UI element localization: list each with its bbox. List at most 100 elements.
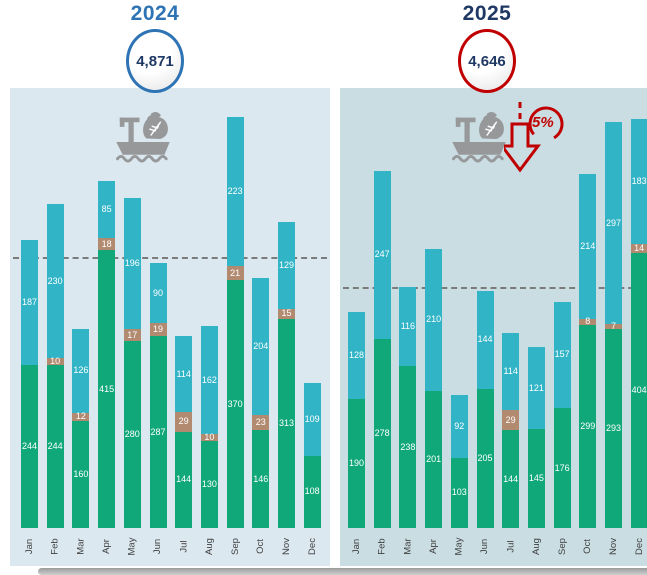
teal-segment: 214	[579, 173, 597, 320]
segment-value-label: 313	[278, 417, 295, 428]
segment-value-label: 160	[73, 468, 89, 479]
segment-value-label: 130	[201, 479, 217, 490]
month-axis-label: Dec	[306, 537, 318, 555]
segment-value-label: 14	[634, 243, 645, 254]
segment-value-label: 144	[477, 334, 493, 345]
segment-value-label: 29	[505, 414, 516, 425]
green-segment: 280	[123, 340, 141, 528]
teal-segment: 183	[630, 119, 647, 244]
chart-panel-2025: 5% 190 128 Jan 278 247 Feb 238 116 Mar 201 210 Apr 1…	[340, 88, 647, 566]
segment-value-label: 183	[631, 176, 647, 187]
green-segment: 244	[21, 364, 38, 528]
bar-2024-May: 280 17 196	[123, 198, 141, 528]
segment-value-label: 114	[176, 368, 191, 379]
teal-segment: 210	[425, 248, 443, 392]
tan-segment: 23	[252, 414, 270, 431]
reference-line-2024	[13, 257, 327, 260]
segment-value-label: 144	[176, 474, 192, 485]
green-segment: 108	[303, 455, 321, 528]
teal-segment: 114	[175, 336, 193, 413]
tan-segment: 7	[605, 321, 622, 330]
tan-segment: 29	[502, 410, 520, 431]
bar-2024-Sep: 370 21 223	[226, 117, 244, 528]
teal-segment: 247	[373, 171, 391, 339]
bar-2025-Mar: 238 116	[399, 287, 417, 528]
year-title-2024: 2024	[130, 2, 180, 25]
green-segment: 415	[98, 250, 116, 528]
teal-segment: 116	[399, 287, 417, 367]
green-segment: 244	[46, 364, 64, 528]
teal-segment: 126	[72, 328, 90, 413]
segment-value-label: 162	[201, 374, 217, 385]
teal-segment: 90	[149, 263, 167, 324]
segment-value-label: 17	[127, 329, 138, 340]
tan-segment: 17	[123, 329, 141, 341]
tan-segment: 29	[175, 412, 193, 432]
bar-2024-Feb: 244 10 230	[46, 204, 64, 528]
total-badge-2024: 4,871	[126, 29, 184, 93]
bar-2024-Dec: 108 109	[303, 382, 321, 528]
segment-value-label: 10	[204, 432, 215, 443]
tan-segment: 18	[98, 238, 116, 251]
bar-2025-Jun: 205 144	[476, 290, 494, 528]
decline-arrow-icon	[504, 102, 564, 173]
segment-value-label: 210	[426, 314, 442, 325]
segment-value-label: 205	[477, 452, 493, 463]
bar-2024-Nov: 313 15 129	[278, 222, 295, 528]
bar-2025-Dec: 404 14 183	[630, 119, 647, 528]
teal-segment: 85	[98, 181, 116, 239]
bar-2024-Mar: 160 12 126	[72, 328, 90, 528]
year-title-2025: 2025	[462, 2, 512, 25]
bar-2025-Jul: 144 29 114	[502, 332, 520, 528]
segment-value-label: 18	[101, 238, 112, 249]
segment-value-label: 12	[75, 411, 86, 422]
segment-value-label: 114	[503, 366, 518, 377]
teal-segment: 162	[200, 325, 218, 435]
segment-value-label: 230	[47, 275, 63, 286]
segment-value-label: 29	[178, 416, 189, 427]
segment-value-label: 85	[101, 204, 112, 215]
green-segment: 146	[252, 430, 270, 528]
tan-segment: 10	[46, 356, 64, 365]
segment-value-label: 146	[253, 473, 269, 484]
teal-segment: 114	[502, 332, 520, 411]
segment-value-label: 370	[227, 398, 243, 409]
chart-panel-2024: 244 187 Jan 244 10 230 Feb 160 12 126 Mar 415 18 85 Ap…	[10, 88, 330, 566]
tan-segment: 14	[630, 243, 647, 254]
cargo-ship-icon	[452, 112, 506, 163]
segment-value-label: 19	[152, 324, 163, 335]
green-segment: 144	[502, 430, 520, 528]
segment-value-label: 23	[255, 417, 266, 428]
green-segment: 201	[425, 391, 443, 528]
segment-value-label: 109	[304, 413, 320, 424]
green-segment: 370	[226, 280, 244, 528]
segment-value-label: 121	[528, 382, 544, 393]
horizontal-scrollbar[interactable]	[38, 568, 647, 575]
bar-2024-Jan: 244 187	[21, 239, 38, 528]
green-segment: 176	[553, 408, 571, 528]
segment-value-label: 278	[374, 427, 390, 438]
reference-line-2025	[343, 286, 644, 289]
bar-2025-Aug: 145 121	[527, 347, 545, 528]
bar-2025-Feb: 278 247	[373, 171, 391, 528]
segment-value-label: 187	[21, 296, 38, 307]
bar-2025-Jan: 190 128	[348, 311, 365, 528]
bar-2025-May: 103 92	[450, 395, 468, 528]
segment-value-label: 238	[400, 441, 416, 452]
green-segment: 313	[278, 318, 295, 528]
segment-value-label: 299	[580, 420, 596, 431]
wheat-stalk-icon	[149, 121, 162, 136]
segment-value-label: 108	[304, 486, 320, 497]
bar-2025-Apr: 201 210	[425, 248, 443, 528]
bar-2025-Sep: 176 157	[553, 301, 571, 528]
bar-2024-Aug: 130 10 162	[200, 325, 218, 528]
segment-value-label: 287	[150, 426, 166, 437]
tan-segment: 15	[278, 308, 295, 319]
segment-value-label: 404	[631, 385, 647, 396]
green-segment: 404	[630, 253, 647, 528]
segment-value-label: 126	[73, 365, 89, 376]
tan-segment: 10	[200, 432, 218, 443]
green-segment: 293	[605, 328, 622, 528]
green-segment: 160	[72, 420, 90, 528]
